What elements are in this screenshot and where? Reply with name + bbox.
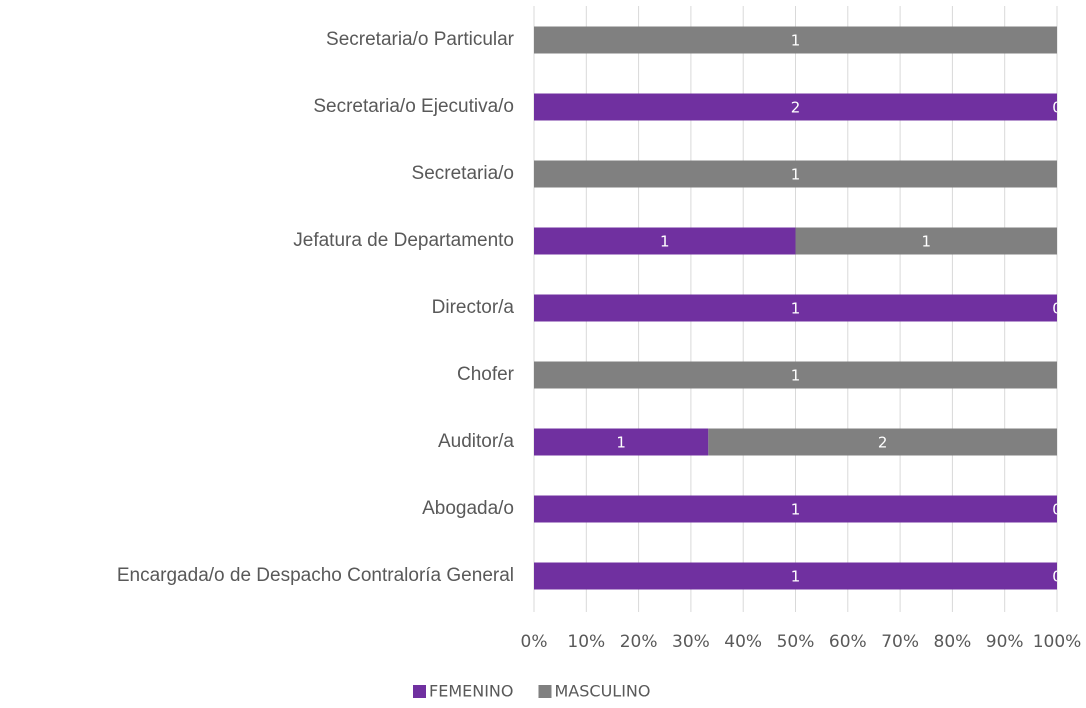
data-label: 1 — [791, 32, 801, 50]
data-label: 1 — [660, 233, 670, 251]
data-label: 1 — [791, 367, 801, 385]
bar-segment — [534, 495, 1057, 523]
data-label: 1 — [791, 501, 801, 519]
bar-segment — [534, 294, 1057, 322]
x-tick-label: 40% — [724, 632, 762, 652]
x-tick-label: 0% — [521, 632, 548, 652]
y-tick-label: Jefatura de Departamento — [293, 230, 514, 251]
data-label: 0 — [1052, 300, 1062, 318]
legend-label: FEMENINO — [429, 682, 513, 701]
bar-segment — [534, 227, 796, 255]
data-label: 1 — [791, 300, 801, 318]
y-tick-label: Secretaria/o — [412, 163, 514, 184]
y-tick-label: Chofer — [457, 364, 515, 385]
data-label: 0 — [1052, 568, 1062, 586]
y-tick-label: Secretaria/o Particular — [326, 29, 515, 50]
y-tick-label: Encargada/o de Despacho Contraloría Gene… — [117, 565, 514, 586]
x-tick-label: 100% — [1033, 632, 1082, 652]
data-label: 1 — [791, 568, 801, 586]
data-label: 0 — [1052, 501, 1062, 519]
data-label: 1 — [616, 434, 626, 452]
legend-swatch — [413, 685, 426, 698]
x-tick-label: 20% — [620, 632, 658, 652]
bar-segment — [708, 428, 1057, 456]
x-tick-label: 80% — [934, 632, 972, 652]
data-label: 2 — [878, 434, 888, 452]
bar-segment — [534, 160, 1057, 188]
y-tick-label: Abogada/o — [422, 498, 514, 519]
data-label: 1 — [791, 166, 801, 184]
data-label: 1 — [921, 233, 931, 251]
legend-swatch — [538, 685, 552, 698]
bars: 012001111001121010 — [534, 26, 1062, 590]
data-label: 2 — [791, 99, 801, 117]
y-tick-label: Director/a — [432, 297, 515, 318]
data-label: 0 — [1052, 99, 1062, 117]
x-tick-label: 10% — [567, 632, 605, 652]
y-tick-label: Secretaria/o Ejecutiva/o — [313, 96, 514, 117]
bar-segment — [534, 361, 1057, 389]
y-tick-label: Auditor/a — [438, 431, 514, 452]
bar-segment — [534, 26, 1057, 54]
x-tick-label: 30% — [672, 632, 710, 652]
x-tick-label: 60% — [829, 632, 867, 652]
bar-segment — [534, 562, 1057, 590]
bar-segment — [795, 227, 1057, 255]
x-tick-label: 90% — [986, 632, 1024, 652]
legend-label: MASCULINO — [554, 682, 650, 701]
bar-segment — [534, 93, 1057, 121]
bar-segment — [534, 428, 709, 456]
x-tick-label: 50% — [777, 632, 815, 652]
x-tick-label: 70% — [881, 632, 919, 652]
